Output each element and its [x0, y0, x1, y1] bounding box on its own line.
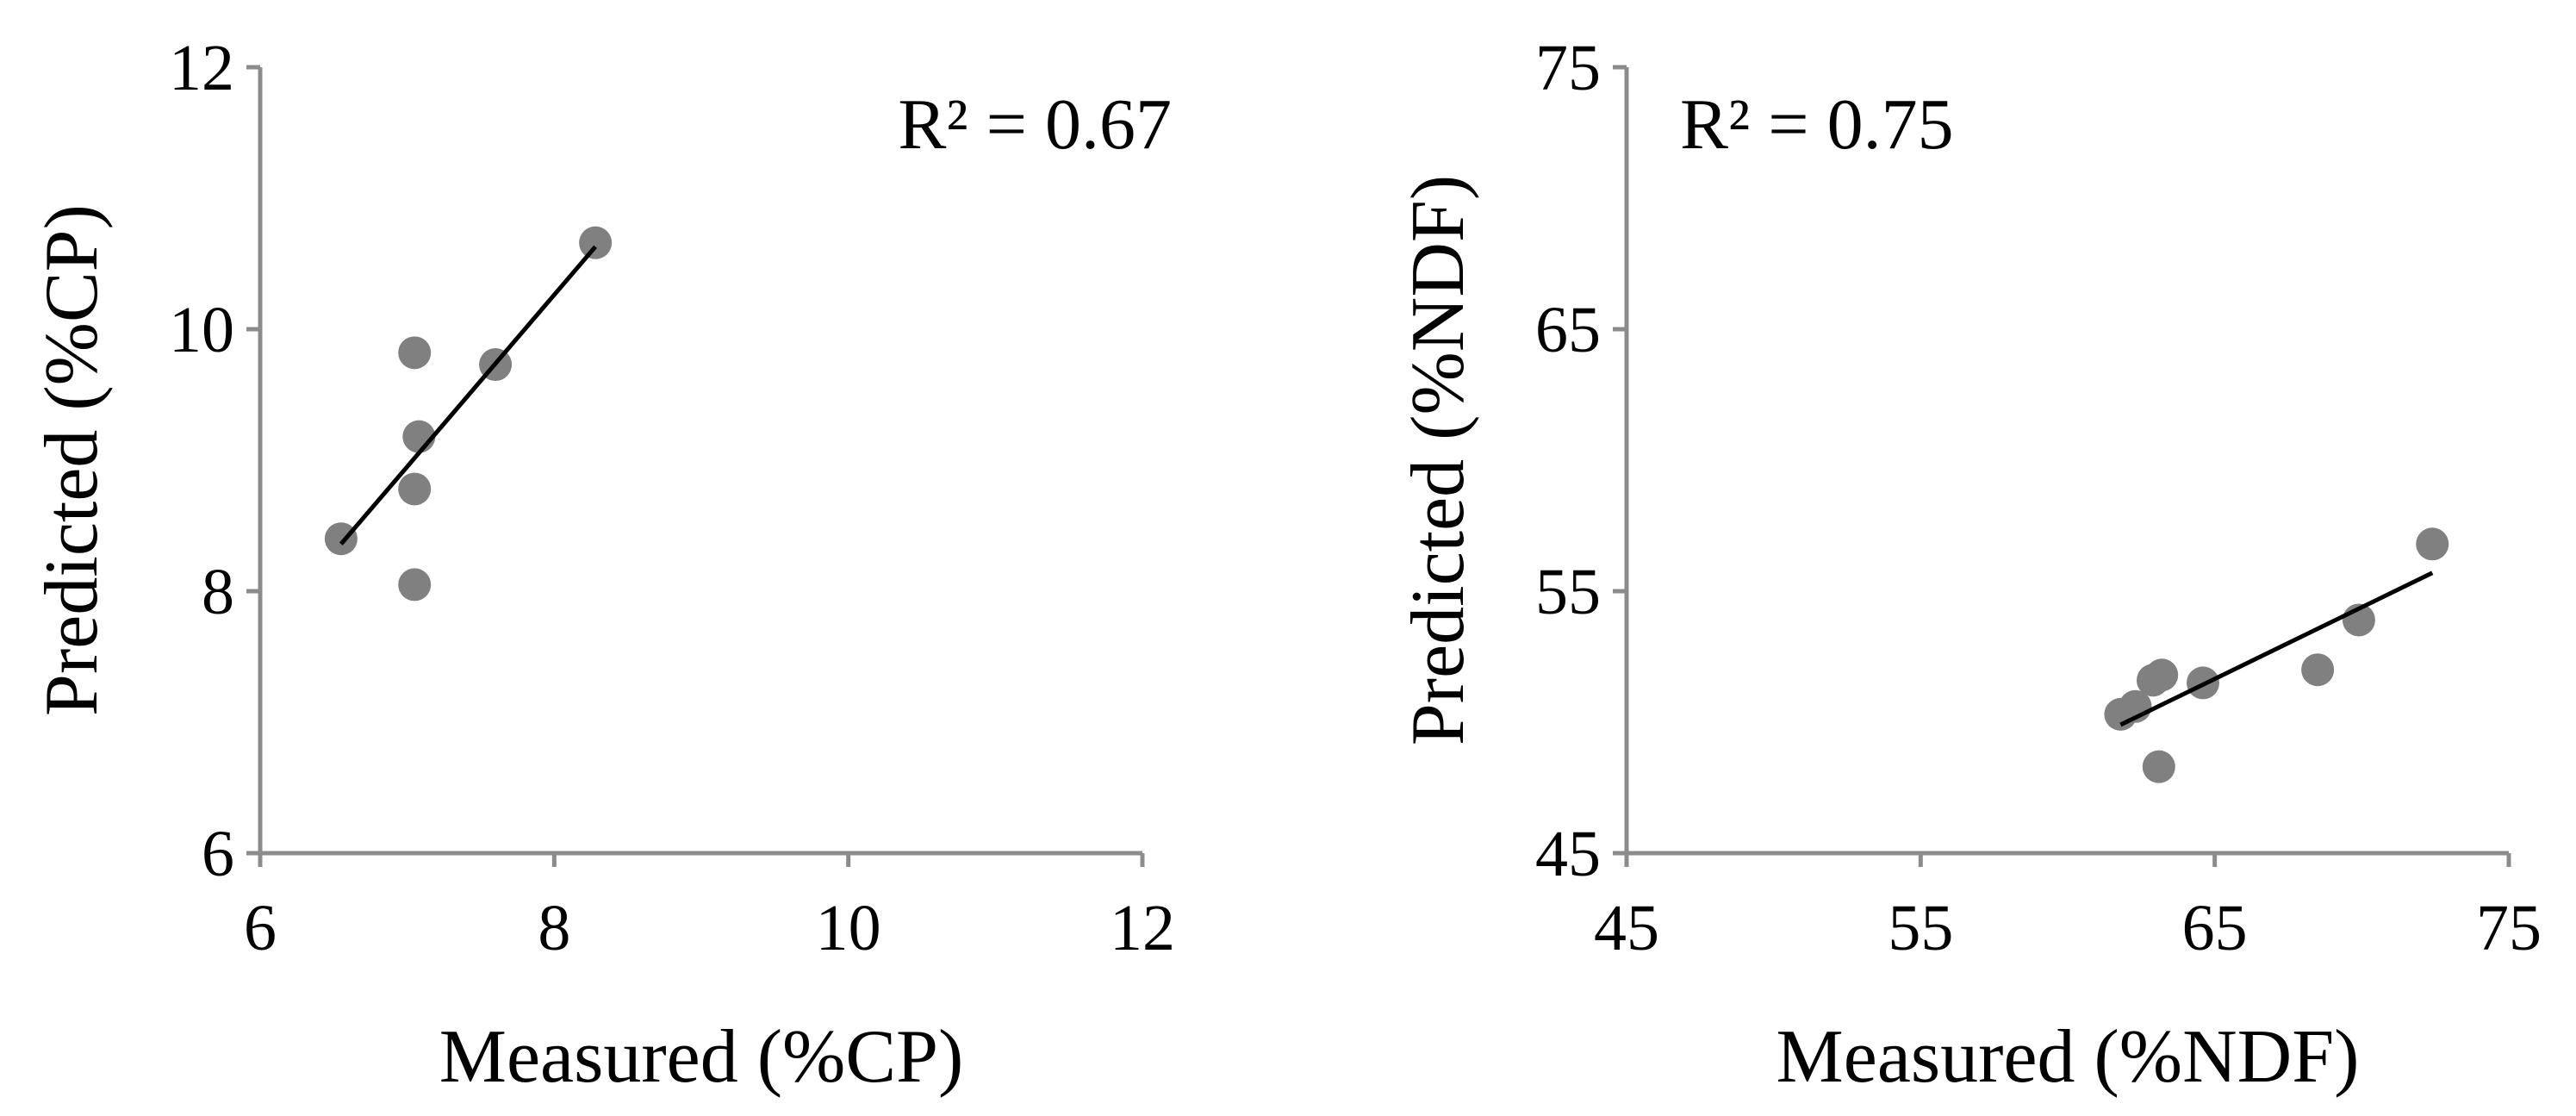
- cp-y-tick-label: 10: [169, 294, 234, 366]
- cp-r-squared-label: R² = 0.67: [898, 84, 1172, 165]
- cp-chart: 6 8 10 12 6 8 10 12 Measured (%CP) Predicted (%CP…: [30, 32, 1175, 1099]
- cp-x-axis-title: Measured (%CP): [439, 1015, 964, 1099]
- ndf-y-tick-label: 45: [1535, 818, 1601, 890]
- ndf-y-tick-label: 75: [1535, 32, 1601, 104]
- ndf-data-point: [2301, 653, 2335, 687]
- ndf-x-axis-title: Measured (%NDF): [1776, 1015, 2360, 1099]
- ndf-data-point: [2145, 658, 2179, 692]
- ndf-x-tick-label: 65: [2182, 892, 2248, 964]
- cp-data-point: [398, 568, 432, 602]
- cp-data-point: [398, 336, 432, 370]
- cp-y-tick-label: 12: [169, 32, 234, 104]
- ndf-trendline: [2119, 570, 2434, 727]
- ndf-chart: 45 55 65 75 45 55 65 75 Measured (%NDF) Predicted…: [1397, 32, 2542, 1099]
- cp-data-point: [579, 226, 613, 259]
- cp-y-tick-label: 6: [202, 818, 234, 890]
- ndf-data-point: [2416, 527, 2449, 561]
- cp-data-point: [398, 472, 432, 506]
- cp-trendline: [339, 245, 598, 546]
- ndf-x-tick-label: 55: [1888, 892, 1953, 964]
- ndf-x-tick-label: 75: [2476, 892, 2542, 964]
- ndf-x-tick-label: 45: [1594, 892, 1659, 964]
- cp-data-point: [324, 522, 358, 556]
- ndf-y-axis-title: Predicted (%NDF): [1397, 175, 1480, 745]
- ndf-data-point: [2142, 750, 2175, 783]
- ndf-y-tick-label: 55: [1535, 556, 1601, 628]
- cp-x-tick-label: 10: [816, 892, 881, 964]
- cp-x-tick-label: 12: [1110, 892, 1175, 964]
- ndf-r-squared-label: R² = 0.75: [1680, 84, 1954, 165]
- cp-y-tick-label: 8: [202, 556, 234, 628]
- cp-x-tick-label: 8: [538, 892, 570, 964]
- ndf-y-tick-label: 65: [1535, 294, 1601, 366]
- cp-x-tick-label: 6: [244, 892, 277, 964]
- cp-y-axis-title: Predicted (%CP): [30, 204, 114, 716]
